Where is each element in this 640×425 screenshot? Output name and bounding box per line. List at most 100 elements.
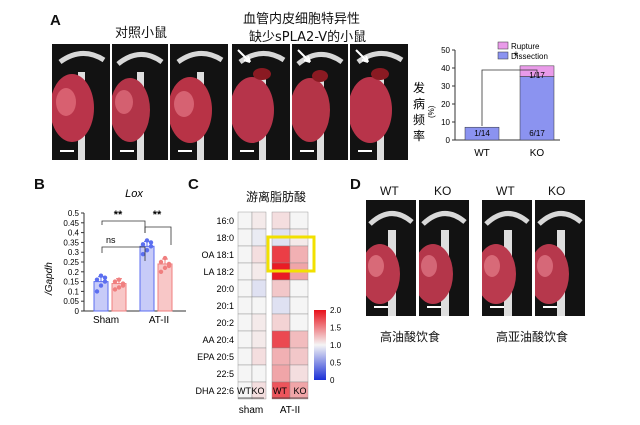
panel-a-letter: A bbox=[50, 12, 61, 29]
colorbar bbox=[314, 310, 326, 380]
data-point bbox=[116, 285, 122, 290]
heatmap-cell bbox=[271, 347, 291, 366]
heatmap-cell bbox=[237, 262, 253, 281]
heatmap-cell bbox=[237, 296, 253, 315]
data-point bbox=[94, 289, 100, 294]
lox-bar bbox=[93, 281, 109, 312]
sig-label-ns: ns bbox=[106, 235, 116, 245]
heatmap-cell bbox=[289, 296, 309, 315]
aorta-photo-oleic-wt bbox=[366, 200, 416, 316]
heatmap-cell bbox=[237, 279, 253, 298]
aorta-photo-oleic-ko bbox=[419, 200, 469, 316]
category-ko: KO bbox=[530, 148, 545, 159]
heatmap-cell bbox=[271, 364, 291, 383]
y-tick-label: 0.3 bbox=[68, 248, 80, 257]
sig-bracket-ns bbox=[101, 246, 146, 261]
heatmap-cell bbox=[237, 245, 253, 264]
ko-mice-label-line1: 血管内皮细胞特异性 bbox=[243, 12, 361, 27]
bar-wt-dissection bbox=[464, 126, 500, 141]
heatmap-cell bbox=[251, 245, 267, 264]
aorta-photo-ko-1 bbox=[232, 44, 290, 160]
heatmap-cell bbox=[251, 347, 267, 366]
aorta-photo-linoleic-ko bbox=[535, 200, 585, 316]
heatmap-row-label: 22:5 bbox=[216, 369, 234, 379]
heatmap-cell bbox=[251, 313, 267, 332]
legend-label-rupture: Rupture bbox=[511, 42, 540, 51]
scale-bar bbox=[300, 150, 314, 152]
heatmap-cell bbox=[271, 330, 291, 349]
heatmap-row-label: 16:0 bbox=[216, 216, 234, 226]
incidence-ylabel-unit: (%) bbox=[427, 105, 436, 118]
heatmap-cell bbox=[237, 228, 253, 247]
panel-b-letter: B bbox=[34, 176, 45, 193]
heatmap-cell bbox=[237, 211, 253, 230]
sig-bracket-atii bbox=[144, 226, 172, 245]
heatmap-cell bbox=[289, 381, 309, 400]
scale-bar bbox=[427, 306, 441, 308]
data-point bbox=[94, 277, 100, 282]
genotype-label-ko-2: KO bbox=[548, 184, 566, 198]
data-point bbox=[158, 269, 164, 274]
col-label-ko-atii: KO bbox=[293, 386, 306, 396]
heatmap-cell bbox=[289, 364, 309, 383]
heatmap-cell bbox=[251, 330, 267, 349]
legend-swatch-rupture bbox=[497, 41, 509, 50]
bar-label-ko-dissection: 6/17 bbox=[529, 129, 545, 138]
heatmap-cell bbox=[237, 330, 253, 349]
heatmap-cell bbox=[251, 381, 267, 400]
aorta-photo-linoleic-wt bbox=[482, 200, 532, 316]
data-point bbox=[112, 287, 118, 292]
heatmap-row-label: 18:0 bbox=[216, 233, 234, 243]
heatmap-cell bbox=[289, 347, 309, 366]
sig-bracket-wt bbox=[101, 220, 146, 233]
data-point bbox=[98, 273, 104, 278]
heatmap-row-label: LA 18:2 bbox=[203, 267, 234, 277]
col-label-wt-sham: WT bbox=[237, 386, 251, 396]
incidence-ylabel-char: 频 bbox=[413, 113, 425, 127]
heatmap-cell bbox=[289, 279, 309, 298]
fatty-acid-heatmap: 16:0 18:0 OA 18:1 LA 18:2 20:0 20:1 20:2 AA 20:… bbox=[195, 211, 342, 416]
heatmap-cell bbox=[271, 211, 291, 230]
heatmap-cell bbox=[251, 228, 267, 247]
colorbar-tick: 0 bbox=[330, 376, 335, 385]
data-point bbox=[140, 242, 146, 247]
heatmap-cell bbox=[251, 364, 267, 383]
y-tick-label: 0.5 bbox=[68, 209, 80, 218]
ko-mice-label-line2: 缺少sPLA2-V的小鼠 bbox=[249, 30, 367, 45]
y-tick-label: 10 bbox=[441, 118, 450, 127]
colorbar-tick: 1.5 bbox=[330, 324, 342, 333]
group-label-sham: Sham bbox=[93, 315, 119, 325]
colorbar-tick: 0.5 bbox=[330, 359, 342, 368]
scale-bar bbox=[178, 150, 192, 152]
y-tick-label: 0 bbox=[446, 136, 451, 145]
genotype-label-wt-1: WT bbox=[380, 184, 399, 198]
caption-high-oleic-diet: 高油酸饮食 bbox=[380, 330, 441, 344]
legend-label-dissection: Dissection bbox=[511, 52, 548, 61]
lox-ylabel: /Gapdh bbox=[44, 262, 55, 296]
data-point bbox=[162, 265, 168, 271]
heatmap-row-label: 20:0 bbox=[216, 284, 234, 294]
y-tick-label: 20 bbox=[441, 100, 450, 109]
legend-swatch-dissection bbox=[497, 51, 509, 60]
heatmap-row-label: 20:2 bbox=[216, 318, 234, 328]
heatmap-cell bbox=[251, 296, 267, 315]
y-tick-label: 0.1 bbox=[68, 287, 80, 296]
highlight-box bbox=[266, 235, 316, 273]
col-label-wt-atii: WT bbox=[273, 386, 287, 396]
data-point bbox=[162, 255, 168, 261]
colorbar-tick: 2.0 bbox=[330, 306, 342, 315]
caption-high-linoleic-diet: 高亚油酸饮食 bbox=[496, 330, 569, 344]
heatmap-cell bbox=[251, 262, 267, 281]
heatmap-cell bbox=[289, 330, 309, 349]
y-tick-label: 0.4 bbox=[68, 229, 80, 238]
sig-label-wt: ** bbox=[114, 209, 123, 221]
heatmap-cell bbox=[271, 313, 291, 332]
heatmap-cell bbox=[289, 211, 309, 230]
heatmap-cell bbox=[271, 296, 291, 315]
data-point bbox=[148, 240, 154, 245]
heatmap-row-label: OA 18:1 bbox=[201, 250, 234, 260]
y-tick-label: 0.2 bbox=[68, 268, 80, 277]
genotype-label-wt-2: WT bbox=[496, 184, 515, 198]
genotype-label-ko-1: KO bbox=[434, 184, 452, 198]
